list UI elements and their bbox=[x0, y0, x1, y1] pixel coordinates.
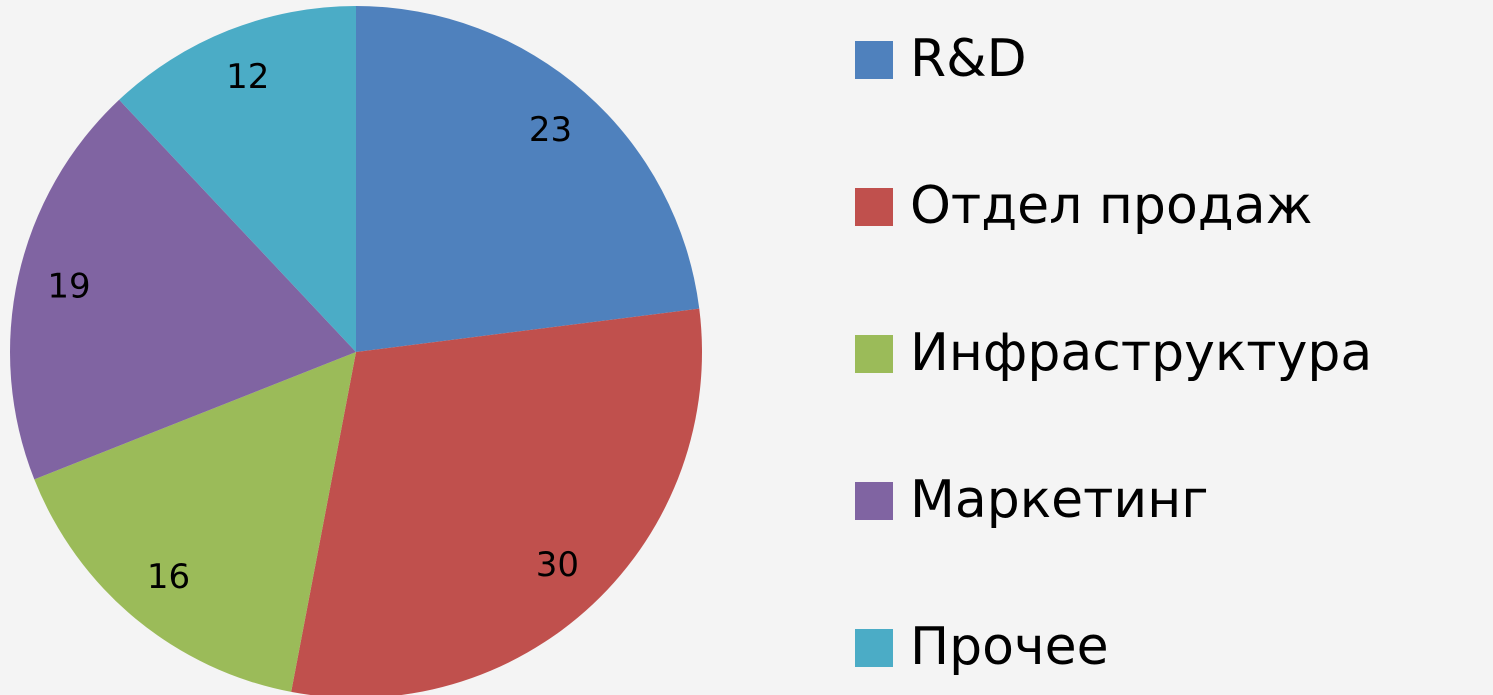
legend-swatch bbox=[855, 482, 893, 520]
legend-swatch bbox=[855, 335, 893, 373]
data-label: 23 bbox=[529, 110, 572, 150]
legend-label: Маркетинг bbox=[910, 470, 1209, 530]
data-label: 19 bbox=[47, 266, 90, 306]
data-label: 30 bbox=[536, 545, 579, 585]
data-label: 12 bbox=[226, 57, 269, 97]
pie-slice bbox=[356, 6, 700, 352]
pie-slice bbox=[291, 308, 702, 695]
legend-swatch bbox=[855, 41, 893, 79]
pie-slice bbox=[34, 352, 357, 692]
legend-label: Прочее bbox=[910, 617, 1109, 677]
pie-slice bbox=[119, 6, 356, 352]
legend-label: Инфраструктура bbox=[910, 323, 1372, 383]
legend-label: R&D bbox=[910, 29, 1027, 89]
legend-label: Отдел продаж bbox=[910, 176, 1312, 236]
data-label: 16 bbox=[147, 557, 190, 597]
legend-swatch bbox=[855, 188, 893, 226]
legend-swatch bbox=[855, 629, 893, 667]
pie-slice bbox=[10, 99, 356, 480]
